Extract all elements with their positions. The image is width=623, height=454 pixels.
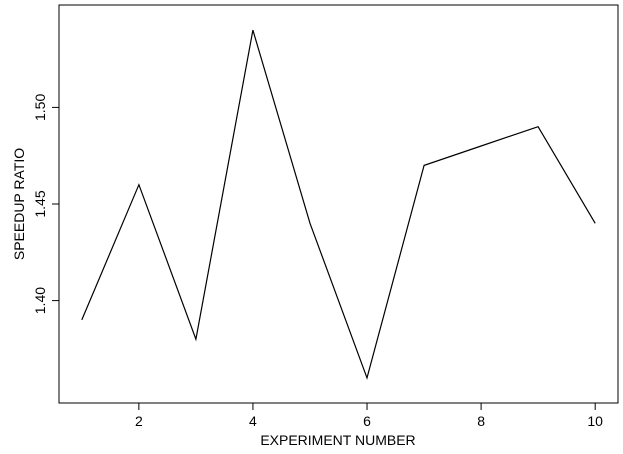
series-line	[81, 29, 596, 380]
x-tick-label: 8	[477, 413, 485, 429]
y-tick-label: 1.40	[32, 287, 48, 314]
x-tick-label: 6	[363, 413, 371, 429]
x-tick-label: 2	[135, 413, 143, 429]
x-tick-label: 4	[249, 413, 257, 429]
y-tick-label: 1.50	[32, 94, 48, 121]
series-layer	[81, 29, 596, 380]
plot-frame	[58, 4, 619, 404]
y-axis-ticks: 1.40 1.45 1.50	[32, 94, 59, 314]
x-axis-label: EXPERIMENT NUMBER	[260, 432, 415, 448]
y-tick-label: 1.45	[32, 190, 48, 217]
x-tick-label: 10	[587, 413, 603, 429]
x-axis-ticks: 2 4 6 8 10	[135, 403, 603, 429]
y-axis-label: SPEEDUP RATIO	[11, 148, 27, 260]
